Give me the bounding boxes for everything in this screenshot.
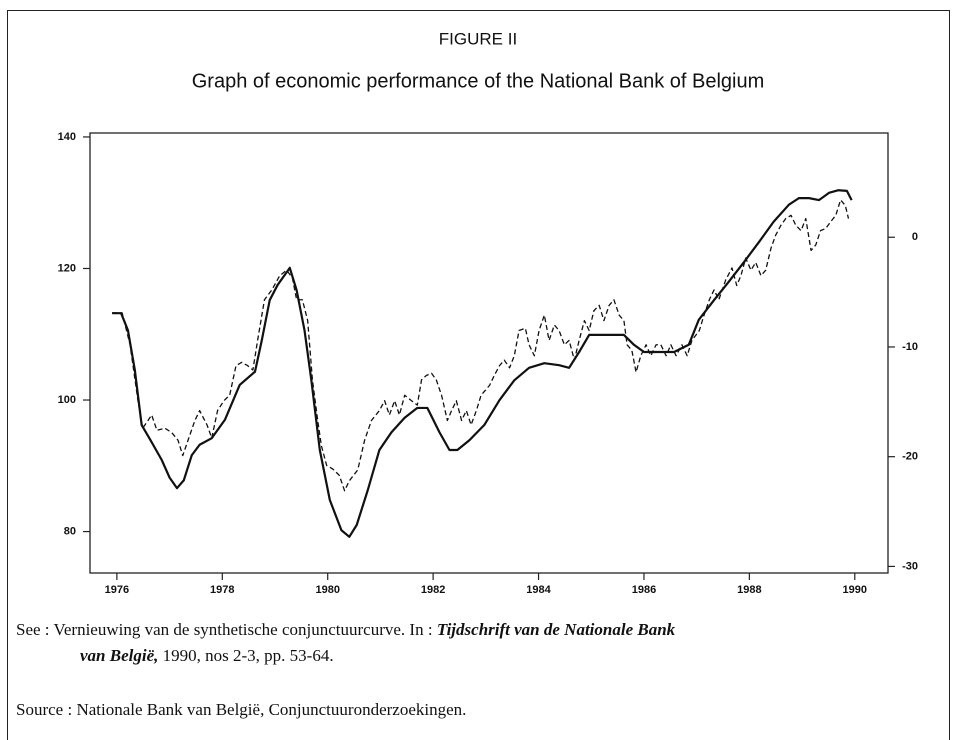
plot-frame (89, 132, 889, 574)
see-journal-cont: van België, (80, 646, 159, 665)
x-tick-label: 1978 (210, 584, 234, 596)
source-text: Nationale Bank van België, Conjunctuuron… (76, 700, 467, 719)
dashed-line (112, 199, 850, 492)
y2-tick-label: -30 (902, 560, 918, 572)
x-tick-label: 1990 (843, 584, 867, 596)
see-journal: Tijdschrift van de Nationale Bank (436, 620, 676, 639)
y-tick-label: 80 (64, 525, 76, 537)
source-label: Source : (16, 700, 73, 719)
x-tick-label: 1982 (421, 584, 445, 596)
see-note: See : Vernieuwing van de synthetische co… (16, 620, 675, 640)
see-label: See : (16, 620, 50, 639)
frame (7, 10, 950, 740)
y2-tick-label: -20 (902, 451, 918, 463)
y-tick-label: 140 (58, 131, 76, 143)
see-text: Vernieuwing van de synthetische conjunct… (53, 620, 433, 639)
y2-tick-label: -10 (902, 341, 918, 353)
x-tick-label: 1980 (315, 584, 339, 596)
see-details-text: 1990, nos 2-3, pp. 53-64. (162, 646, 334, 665)
source-note: Source : Nationale Bank van België, Conj… (16, 700, 466, 720)
chart-title: Graph of economic performance of the Nat… (192, 70, 765, 92)
x-tick-label: 1986 (632, 584, 656, 596)
y-tick-label: 100 (58, 394, 76, 406)
figure-label: FIGURE II (439, 29, 517, 48)
y-tick-label: 120 (58, 262, 76, 274)
solid-line (112, 189, 853, 538)
x-tick-label: 1976 (105, 584, 129, 596)
x-tick-label: 1988 (737, 584, 761, 596)
y2-tick-label: 0 (912, 231, 918, 243)
x-tick-label: 1984 (526, 584, 551, 596)
